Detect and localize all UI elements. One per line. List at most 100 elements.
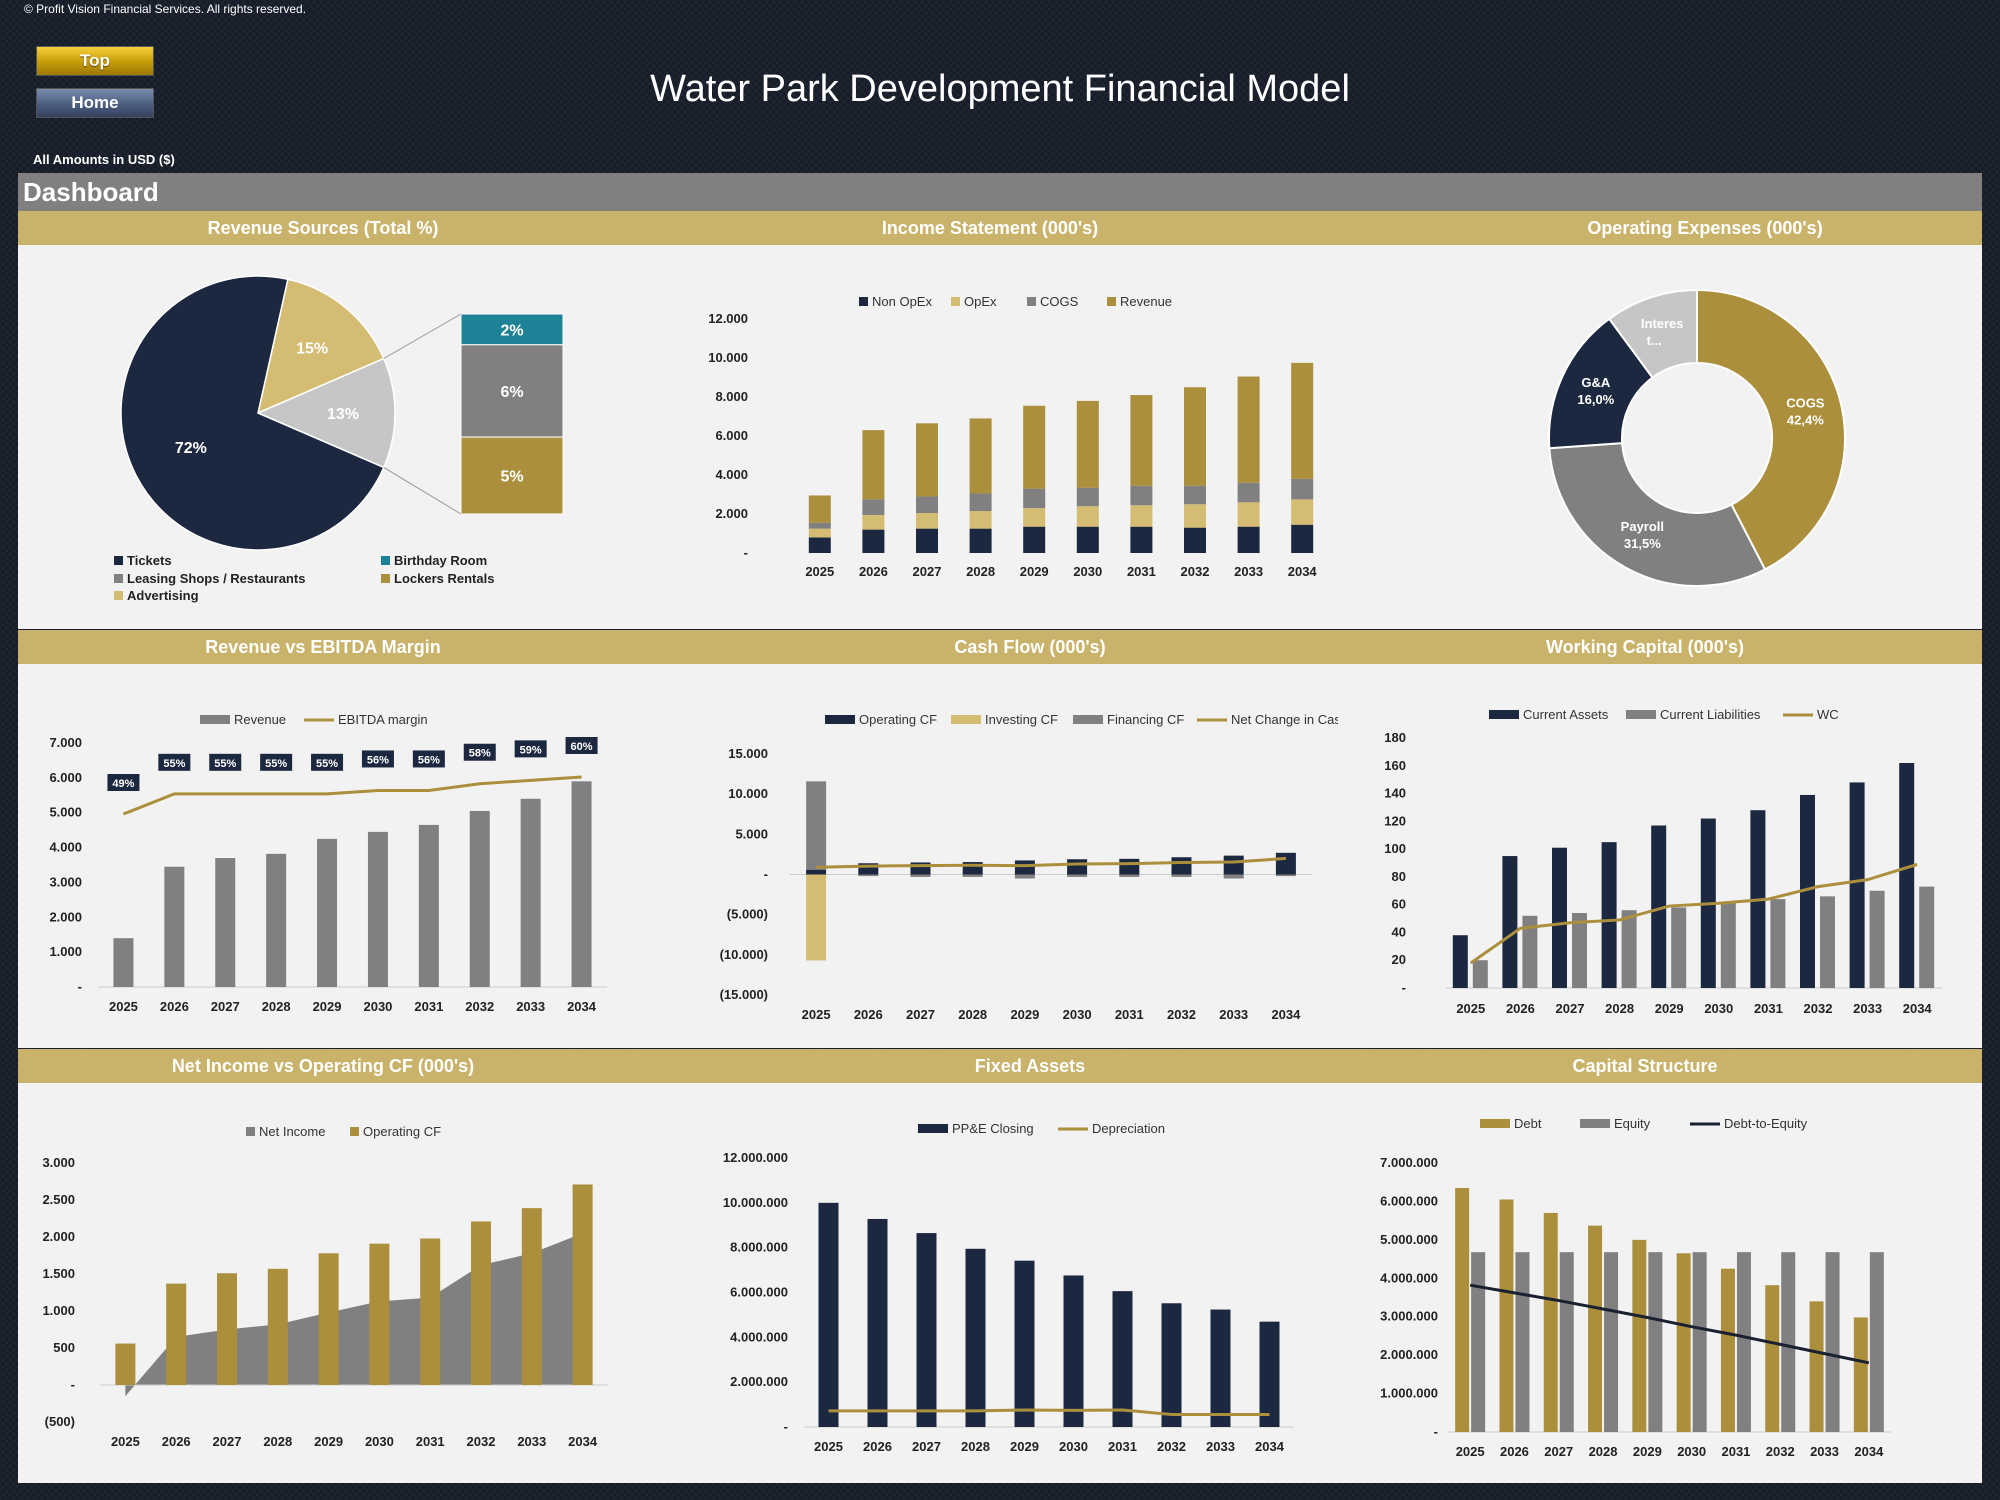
operating-expenses-title: Operating Expenses (000's) [1587,218,1823,238]
y-axis-tick: 20 [1392,952,1406,967]
margin-label-box [158,753,191,771]
revenue-bar [266,853,287,987]
cf-bar [858,874,879,877]
operating-cf-bar [217,1273,237,1385]
x-tick-label: 2030 [1073,564,1102,579]
legend-swatch [859,297,868,306]
pie-label: 13% [327,406,359,423]
operating-cf-bar [115,1343,136,1385]
net-income-ocf-title: Net Income vs Operating CF (000's) [171,1056,475,1076]
operating-cf-bar [369,1243,390,1385]
equity-bar [1869,1252,1884,1432]
x-tick-label: 2032 [1157,1439,1186,1454]
donut-value: 31,5% [1624,536,1661,551]
x-tick-label: 2025 [1456,1001,1485,1016]
legend-swatch [1027,297,1036,306]
dashboard-header: Dashboard [18,173,1982,211]
x-tick-label: 2028 [958,1007,987,1022]
donut-label: t... [1647,333,1662,348]
ppe-closing-bar [1063,1275,1084,1427]
pie-slice-other [256,357,396,469]
equity-bar [1692,1252,1707,1432]
cf-bar [1171,857,1192,875]
revenue-bar [317,838,338,987]
net-income-area [125,1233,583,1397]
cf-bar [1275,852,1296,875]
legend-label: Depreciation [1092,1121,1165,1136]
y-axis-tick: (5.000) [727,907,768,922]
x-tick-label: 2027 [912,1439,941,1454]
margin-label: 58% [469,748,491,760]
x-tick-label: 2033 [1234,564,1263,579]
debt-bar [1632,1239,1647,1432]
cf-bar [962,874,983,877]
cf-bar [1067,859,1088,875]
margin-label-box [107,774,140,791]
margin-label-box [311,753,344,771]
x-tick-label: 2027 [213,1434,242,1449]
bar-non-opex [808,537,831,553]
x-tick-label: 2034 [1288,564,1318,579]
x-tick-label: 2027 [211,999,240,1014]
legend-label: Revenue [234,712,286,727]
legend-label: Advertising [127,588,199,603]
margin-label: 55% [265,758,287,770]
x-tick-label: 2034 [1903,1001,1933,1016]
bar-cogs [808,522,831,529]
x-tick-label: 2026 [1500,1444,1529,1459]
margin-label-box [565,737,598,754]
bar-revenue [1237,376,1260,483]
y-axis-tick: 6.000 [49,770,82,785]
legend-swatch [114,591,123,600]
bar-revenue [969,418,992,494]
bar-cogs [1237,482,1260,503]
bar-non-opex [862,529,885,553]
operating-cf-bar [572,1184,593,1385]
operating-cf-bar [166,1283,187,1385]
bar-opex [916,513,938,529]
ebitda-margin-line [122,775,582,816]
x-tick-label: 2026 [160,999,189,1014]
depreciation-line [828,1408,1270,1416]
home-button[interactable]: Home [36,88,154,118]
x-tick-label: 2027 [1556,1001,1585,1016]
connector-line [383,313,462,360]
breakdown-bar-segment [460,436,564,515]
legend-swatch [1480,1119,1510,1128]
y-axis-tick: 2.500 [42,1192,75,1207]
y-axis-tick: 100 [1384,841,1406,856]
y-axis-tick: 7.000 [49,735,82,750]
ppe-closing-bar [916,1233,937,1427]
y-axis-tick: 4.000 [49,840,82,855]
income-statement-title: Income Statement (000's) [881,218,1099,238]
cf-bar [910,874,931,877]
ppe-closing-bar [1259,1321,1280,1427]
breakdown-bar-segment [460,313,564,346]
legend-swatch [825,715,855,724]
legend-swatch [381,574,390,583]
donut-value: 42,4% [1787,413,1824,428]
top-button[interactable]: Top [36,46,154,76]
x-tick-label: 2034 [1271,1007,1301,1022]
cf-bar [806,874,827,961]
row-3-title-band [18,1049,1982,1083]
revenue-sources-title: Revenue Sources (Total %) [207,218,439,238]
y-axis-tick: 2.000 [715,506,748,521]
y-axis-tick: - [71,1377,75,1392]
y-axis-tick: 1.500 [42,1266,75,1281]
x-tick-label: 2033 [1219,1007,1248,1022]
bar-non-opex [916,528,938,553]
x-tick-label: 2029 [1010,1007,1039,1022]
bar-revenue [1130,395,1153,486]
cf-bar [1171,874,1192,877]
revenue-bar [520,798,541,987]
current-liabilities-bar [1720,903,1736,988]
pie-slice-tickets [120,275,385,551]
legend-swatch [951,715,981,724]
legend-swatch [381,556,390,565]
bar-opex [1184,504,1206,528]
margin-label: 49% [112,778,134,790]
y-axis-tick: - [744,545,748,560]
bar-cogs [1023,488,1046,509]
y-axis-tick: 2.000.000 [1380,1347,1438,1362]
